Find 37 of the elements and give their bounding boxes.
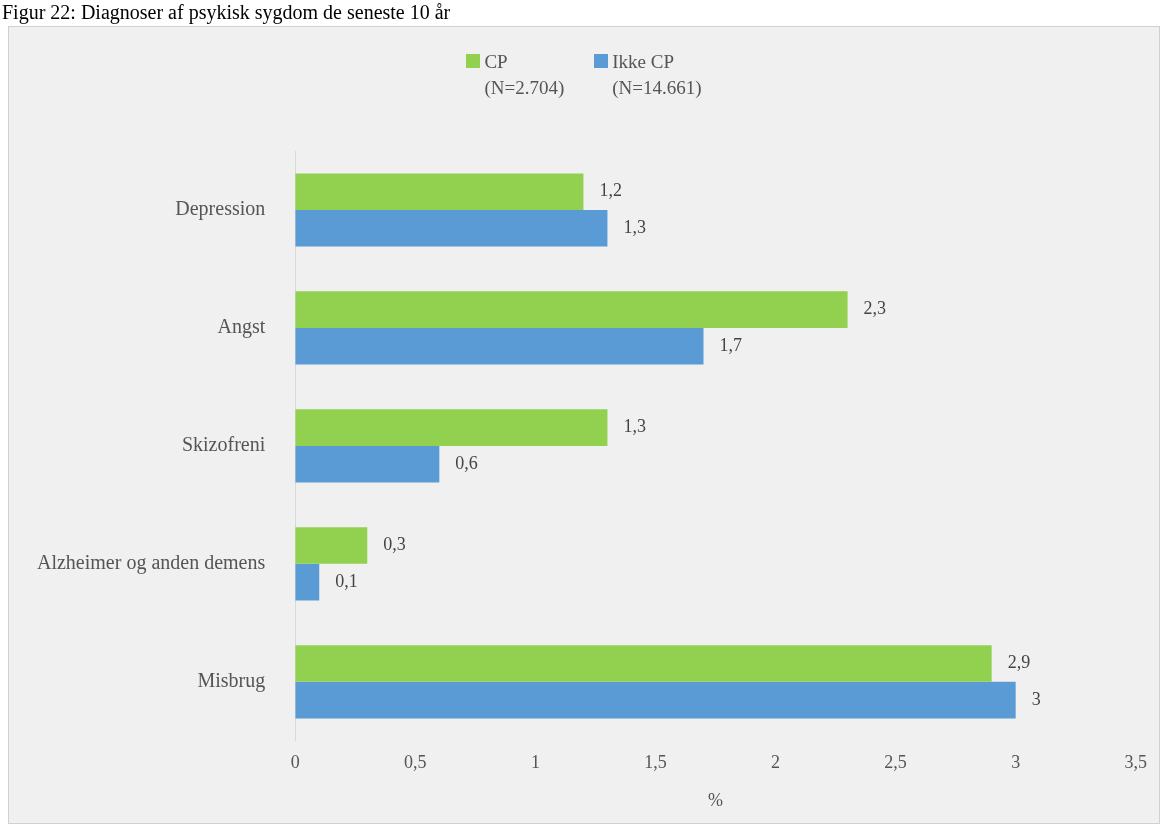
legend-label: Ikke CP (N=14.661) xyxy=(612,50,702,100)
bar xyxy=(295,409,608,446)
x-tick-label: 3,5 xyxy=(1124,752,1147,773)
y-tick-label: Skizofreni xyxy=(181,433,266,456)
data-label: 1,2 xyxy=(599,180,622,201)
bar xyxy=(295,527,368,564)
y-tick-label: Angst xyxy=(217,315,266,339)
data-label: 0,1 xyxy=(335,570,358,591)
bar xyxy=(295,445,440,483)
bar xyxy=(295,563,320,601)
bar xyxy=(295,291,848,328)
data-label: 1,3 xyxy=(623,416,646,437)
data-label: 3 xyxy=(1031,688,1041,709)
x-tick-label: 1 xyxy=(530,752,540,773)
data-label: 1,7 xyxy=(719,334,742,355)
bar xyxy=(295,681,1016,719)
data-label: 2,9 xyxy=(1007,652,1031,673)
x-tick-label: 1,5 xyxy=(644,752,667,773)
x-tick-label: 3 xyxy=(1011,752,1021,773)
x-axis-title: % xyxy=(708,789,723,810)
data-label: 0,3 xyxy=(383,534,406,555)
bar xyxy=(295,327,704,365)
bar xyxy=(295,173,584,210)
legend-label: CP (N=2.704) xyxy=(484,50,565,100)
y-tick-label: Misbrug xyxy=(197,669,266,693)
y-tick-label: Alzheimer og anden demens xyxy=(36,551,266,575)
x-tick-label: 0 xyxy=(290,752,300,773)
y-tick-label: Depression xyxy=(175,197,266,221)
data-label: 1,3 xyxy=(623,217,646,237)
chart-title: Figur 22: Diagnoser af psykisk sygdom de seneste 10 år xyxy=(1,0,452,26)
data-label: 2,3 xyxy=(863,298,887,319)
x-tick-label: 2,5 xyxy=(884,752,907,773)
bar xyxy=(295,209,608,247)
data-label: 0,6 xyxy=(455,452,478,473)
x-tick-label: 2 xyxy=(771,752,781,773)
x-tick-label: 0,5 xyxy=(404,752,427,773)
bar xyxy=(295,645,992,682)
